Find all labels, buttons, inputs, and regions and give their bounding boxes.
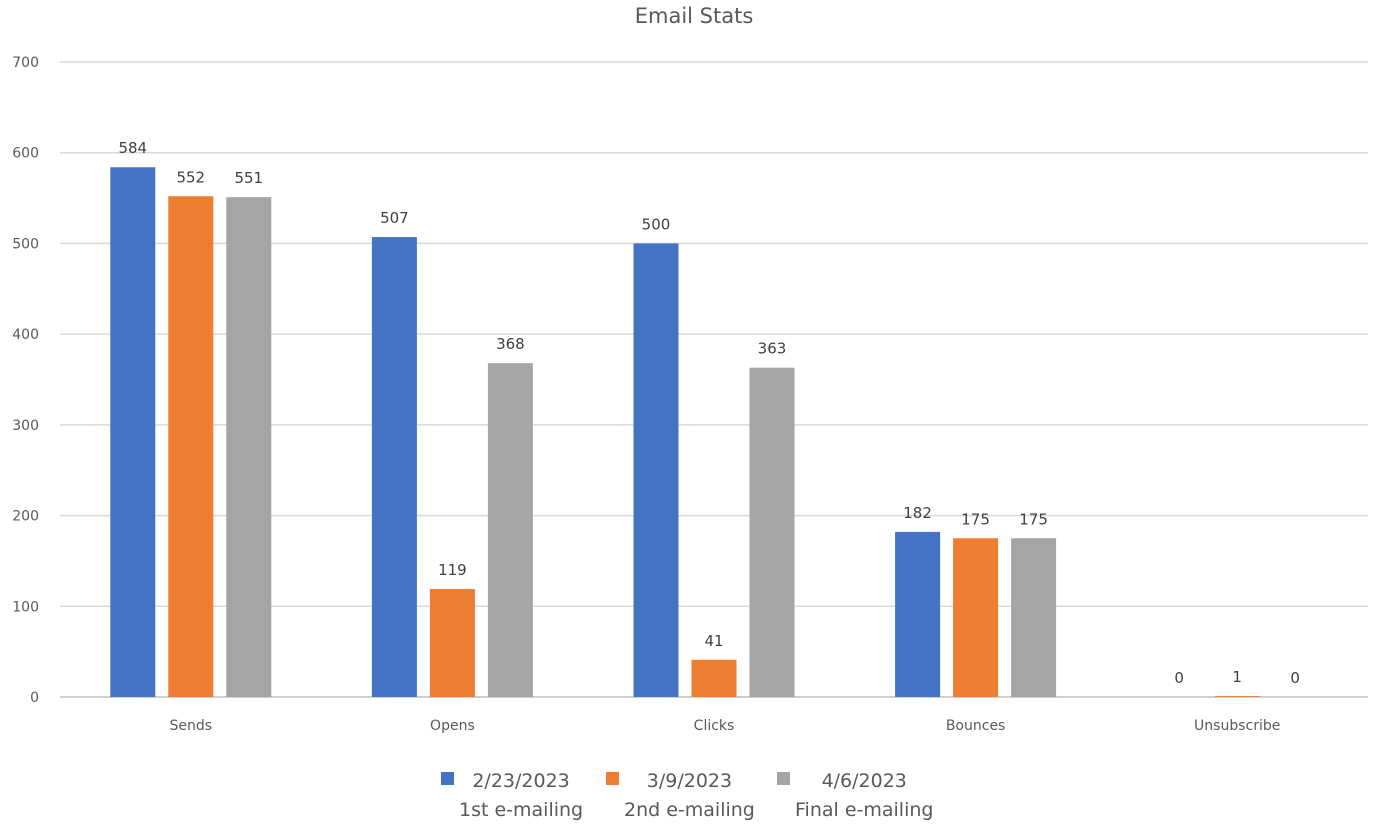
x-tick-label: Unsubscribe — [1194, 718, 1280, 734]
data-label: 182 — [903, 504, 932, 522]
legend-series-sublabel: 2nd e-mailing — [624, 799, 755, 821]
data-label: 41 — [704, 632, 723, 650]
x-axis-ticks: Sends Opens Clicks Bounces Unsubscribe — [170, 718, 1281, 734]
y-axis-ticks: 0 100 200 300 400 500 600 700 — [12, 55, 39, 706]
x-tick-label: Bounces — [946, 718, 1006, 734]
data-labels: 584 552 551 507 119 368 500 41 363 182 175 175 0 1 0 — [118, 139, 1299, 687]
bars — [110, 167, 1260, 698]
y-tick-label: 100 — [12, 599, 39, 615]
data-label: 368 — [496, 335, 525, 353]
x-tick-label: Clicks — [694, 718, 735, 734]
legend-swatch — [606, 772, 619, 785]
y-tick-label: 400 — [12, 327, 39, 343]
bar — [226, 197, 272, 697]
y-tick-label: 300 — [12, 418, 39, 434]
legend-series-name: 2/23/2023 — [472, 770, 570, 792]
legend-swatch — [441, 772, 454, 785]
data-label: 1 — [1232, 668, 1242, 686]
chart-title: Email Stats — [634, 4, 754, 28]
legend-series-sublabel: 1st e-mailing — [459, 799, 584, 821]
bar — [429, 589, 475, 697]
bar — [1214, 696, 1260, 697]
y-tick-label: 700 — [12, 55, 39, 71]
bar — [371, 237, 417, 698]
data-label: 551 — [234, 169, 263, 187]
legend-series-name: 4/6/2023 — [821, 770, 907, 792]
legend-text: 4/6/2023 Final e-mailing — [795, 767, 933, 825]
bar — [487, 363, 533, 697]
bar — [749, 367, 795, 697]
x-tick-label: Sends — [170, 718, 213, 734]
bar — [895, 531, 941, 697]
legend-text: 3/9/2023 2nd e-mailing — [624, 767, 755, 825]
y-tick-label: 500 — [12, 236, 39, 252]
data-label: 552 — [176, 168, 205, 186]
bar — [633, 243, 679, 697]
bar — [953, 538, 999, 697]
y-tick-label: 600 — [12, 146, 39, 162]
bar — [691, 659, 737, 697]
data-label: 500 — [642, 215, 671, 233]
data-label: 0 — [1290, 669, 1300, 687]
data-label: 175 — [961, 510, 990, 528]
legend-item: 3/9/2023 2nd e-mailing — [606, 767, 755, 825]
bar — [110, 167, 156, 697]
legend-series-name: 3/9/2023 — [646, 770, 733, 792]
legend-series-sublabel: Final e-mailing — [795, 799, 934, 821]
y-tick-label: 200 — [12, 509, 39, 525]
bar — [1011, 538, 1057, 697]
legend-item: 4/6/2023 Final e-mailing — [777, 767, 933, 825]
bar — [168, 196, 214, 697]
gridlines — [60, 61, 1368, 698]
data-label: 119 — [438, 561, 467, 579]
legend-swatch — [777, 772, 790, 785]
data-label: 507 — [380, 209, 409, 227]
legend-text: 2/23/2023 1st e-mailing — [459, 767, 583, 825]
x-tick-label: Opens — [430, 718, 475, 734]
legend-item: 2/23/2023 1st e-mailing — [441, 767, 583, 825]
data-label: 584 — [118, 139, 147, 157]
y-tick-label: 0 — [30, 690, 39, 706]
data-label: 0 — [1174, 669, 1184, 687]
data-label: 175 — [1019, 510, 1048, 528]
data-label: 363 — [758, 340, 787, 358]
